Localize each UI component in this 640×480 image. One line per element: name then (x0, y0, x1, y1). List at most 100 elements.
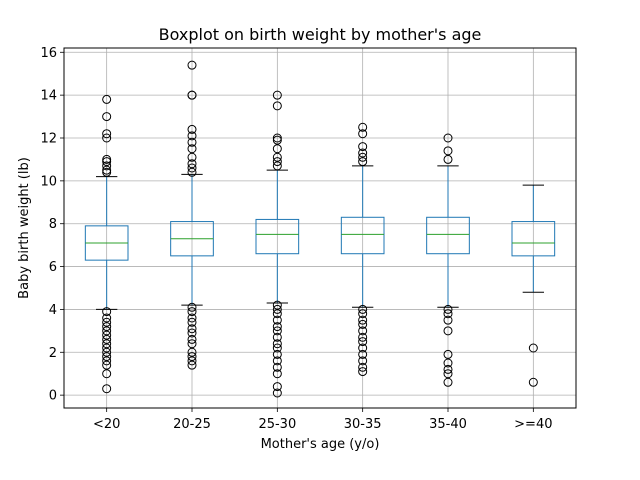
outlier-point (102, 384, 112, 394)
outlier-point (272, 388, 282, 398)
outlier-point (187, 152, 197, 162)
outlier-point (102, 165, 112, 175)
outlier-point (528, 377, 538, 387)
outlier-point (187, 307, 197, 317)
outlier-point (102, 343, 112, 353)
outlier-point (102, 326, 112, 336)
x-tick-label: 20-25 (173, 417, 211, 432)
box-group (255, 90, 300, 398)
outlier-point (187, 124, 197, 134)
outlier-point (187, 159, 197, 169)
outlier-point (358, 148, 368, 158)
outlier-point (187, 317, 197, 327)
outlier-point (272, 362, 282, 372)
y-axis-label: Baby birth weight (lb) (17, 157, 32, 299)
outlier-point (358, 122, 368, 132)
outlier-point (358, 129, 368, 139)
x-tick-label: 25-30 (258, 417, 296, 432)
y-tick-label: 0 (49, 389, 57, 404)
outlier-point (358, 356, 368, 366)
box-group (511, 184, 556, 387)
outlier-point (272, 300, 282, 310)
outlier-point (102, 356, 112, 366)
outlier-point (102, 360, 112, 370)
tick-layer: 0 2 4 6 8 10 12 14 16 <20 20-25 25-30 30-35 35-40 >=40 (40, 46, 552, 432)
outlier-point (102, 133, 112, 143)
outlier-point (102, 167, 112, 177)
outlier-point (443, 369, 453, 379)
outlier-point (443, 377, 453, 387)
box-group (340, 122, 385, 377)
outlier-point (102, 369, 112, 379)
x-tick-label: 30-35 (344, 417, 382, 432)
outlier-point (102, 161, 112, 171)
y-tick-label: 16 (40, 46, 57, 61)
outlier-point (272, 356, 282, 366)
outlier-point (187, 347, 197, 357)
outlier-point (187, 131, 197, 141)
outlier-point (272, 343, 282, 353)
outlier-point (443, 358, 453, 368)
outlier-point (272, 304, 282, 314)
outlier-point (358, 157, 368, 167)
outlier-point (272, 369, 282, 379)
outlier-point (187, 356, 197, 366)
outlier-point (187, 339, 197, 349)
outlier-point (102, 157, 112, 167)
outlier-point (187, 352, 197, 362)
iqr-box (426, 216, 470, 255)
outlier-point (102, 334, 112, 344)
x-tick-label: 35-40 (429, 417, 467, 432)
plot-frame (63, 47, 577, 409)
outlier-point (187, 137, 197, 147)
outlier-point (102, 352, 112, 362)
outlier-point (272, 157, 282, 167)
outlier-point (272, 315, 282, 325)
outlier-point (102, 322, 112, 332)
outlier-point (443, 364, 453, 374)
outlier-point (358, 152, 368, 162)
outlier-point (358, 362, 368, 372)
outlier-point (187, 334, 197, 344)
outlier-point (102, 339, 112, 349)
outlier-point (102, 154, 112, 164)
outlier-point (272, 144, 282, 154)
x-axis-label: Mother's age (y/o) (261, 437, 380, 452)
box-group (84, 94, 129, 394)
outlier-point (358, 304, 368, 314)
outlier-point (272, 322, 282, 332)
outlier-point (272, 309, 282, 319)
y-tick-label: 12 (40, 132, 57, 147)
outlier-point (443, 315, 453, 325)
outlier-point (272, 152, 282, 162)
iqr-box (340, 216, 385, 255)
outlier-point (358, 367, 368, 377)
outlier-point (443, 349, 453, 359)
y-tick-label: 4 (49, 303, 57, 318)
y-tick-label: 14 (40, 89, 57, 104)
outlier-point (443, 133, 453, 143)
y-tick-label: 8 (49, 217, 57, 232)
outlier-point (102, 112, 112, 122)
outlier-point (358, 349, 368, 359)
outlier-point (272, 339, 282, 349)
outlier-point (187, 144, 197, 154)
outlier-point (272, 349, 282, 359)
x-tick-label: <20 (93, 417, 120, 432)
outlier-point (102, 330, 112, 340)
outlier-point (187, 360, 197, 370)
outlier-point (102, 313, 112, 323)
outlier-point (272, 161, 282, 171)
outlier-point (528, 343, 538, 353)
outlier-point (102, 317, 112, 327)
outlier-point (187, 324, 197, 334)
outlier-point (358, 332, 368, 342)
box-layer (84, 60, 556, 398)
box-group (170, 60, 214, 370)
x-tick-label: >=40 (514, 417, 552, 432)
outlier-point (187, 302, 197, 312)
y-tick-label: 2 (49, 346, 57, 361)
outlier-point (187, 90, 197, 100)
outlier-point (443, 154, 453, 164)
